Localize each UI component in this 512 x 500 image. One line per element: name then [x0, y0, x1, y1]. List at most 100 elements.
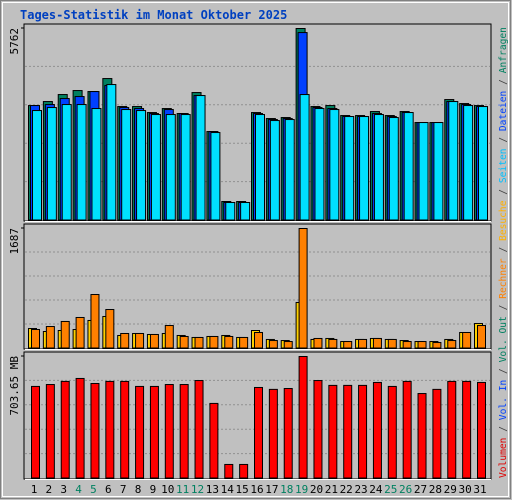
bar	[46, 107, 57, 221]
bar	[314, 108, 325, 221]
y-tick-label: 5762	[8, 28, 21, 55]
bar	[328, 338, 338, 349]
bar	[298, 356, 308, 479]
x-tick-label: 19	[295, 483, 308, 496]
x-tick-label: 25	[384, 483, 397, 496]
legend-entry: Besuche	[498, 200, 509, 241]
x-tick-label: 15	[236, 483, 249, 496]
bar	[313, 337, 323, 349]
x-tick-label: 28	[429, 483, 442, 496]
bar	[462, 331, 472, 349]
bar	[387, 338, 397, 349]
legend-entry: Dateien	[498, 91, 509, 131]
legend-entry: Volumen	[498, 438, 509, 478]
x-tick-label: 5	[90, 483, 97, 496]
bar	[225, 202, 236, 221]
panel	[23, 223, 492, 350]
bar	[224, 335, 234, 349]
bar	[120, 332, 130, 349]
bar	[90, 382, 100, 479]
bar	[149, 385, 159, 479]
bar	[432, 342, 442, 349]
bar	[255, 114, 265, 221]
bar	[328, 384, 338, 479]
x-tick-label: 6	[105, 483, 112, 496]
x-tick-label: 4	[75, 483, 82, 496]
x-tick-label: 24	[369, 483, 383, 496]
bar	[343, 341, 353, 349]
x-tick-label: 27	[414, 483, 427, 496]
bar	[254, 386, 263, 479]
x-tick-label: 2	[46, 483, 53, 496]
chart-title: Tages-Statistik im Monat Oktober 2025	[20, 8, 287, 22]
x-tick-label: 8	[135, 483, 142, 496]
x-tick-label: 3	[60, 483, 67, 496]
legend-separator: /	[498, 304, 509, 310]
bar	[448, 101, 459, 221]
bar	[463, 105, 474, 221]
bar	[284, 119, 295, 221]
legend-separator: /	[498, 426, 509, 432]
bar	[358, 338, 368, 349]
bar	[135, 332, 145, 349]
legend-separator: /	[498, 189, 509, 195]
y-tick-label: 1687	[8, 228, 21, 255]
bar	[194, 336, 204, 349]
bar	[90, 294, 100, 349]
bar	[150, 114, 161, 221]
y-tick-label: 703.65 MB	[8, 356, 21, 416]
bar	[344, 116, 355, 221]
x-tick-label: 12	[191, 483, 204, 496]
x-tick-label: 16	[250, 483, 263, 496]
bar	[224, 463, 234, 479]
bar	[45, 326, 55, 349]
bar	[121, 109, 132, 221]
bar	[462, 380, 472, 479]
bar	[106, 84, 117, 221]
bar	[477, 381, 486, 479]
bar	[372, 337, 382, 349]
bar	[329, 109, 340, 221]
bar	[283, 388, 293, 479]
bar	[433, 122, 444, 221]
legend-entry: Vol. In	[498, 380, 509, 420]
bar	[313, 380, 323, 479]
legend-separator: /	[498, 79, 509, 85]
legend-entry: Rechner	[498, 258, 509, 299]
bar	[164, 384, 174, 479]
bar	[194, 380, 204, 479]
x-tick-label: 18	[280, 483, 293, 496]
bar	[359, 116, 370, 221]
legend-separator: /	[498, 368, 509, 374]
legend-entry: Vol. Out	[498, 316, 509, 362]
bar	[32, 110, 42, 221]
bar	[478, 106, 488, 221]
x-tick-label: 20	[310, 483, 323, 496]
legend: Volumen / Vol. In / Vol. Out / Rechner / Besuche…	[498, 27, 509, 478]
bar	[402, 380, 412, 479]
bar	[388, 117, 399, 221]
bar	[417, 341, 427, 349]
bar	[91, 108, 102, 221]
bar	[75, 316, 85, 349]
x-tick-label: 26	[399, 483, 412, 496]
x-tick-label: 1	[31, 483, 38, 496]
bar	[149, 333, 159, 349]
bar	[358, 384, 368, 479]
bar	[209, 402, 219, 479]
x-tick-label: 14	[221, 483, 235, 496]
bar	[343, 384, 353, 479]
bar	[239, 463, 249, 479]
x-tick-label: 31	[473, 483, 486, 496]
bar	[254, 331, 263, 349]
bar	[402, 341, 412, 349]
bar	[447, 380, 457, 479]
bar	[299, 94, 310, 221]
bar	[283, 341, 293, 349]
bar	[268, 388, 278, 479]
bar	[210, 132, 221, 221]
bar	[477, 325, 486, 349]
bar	[240, 202, 251, 221]
